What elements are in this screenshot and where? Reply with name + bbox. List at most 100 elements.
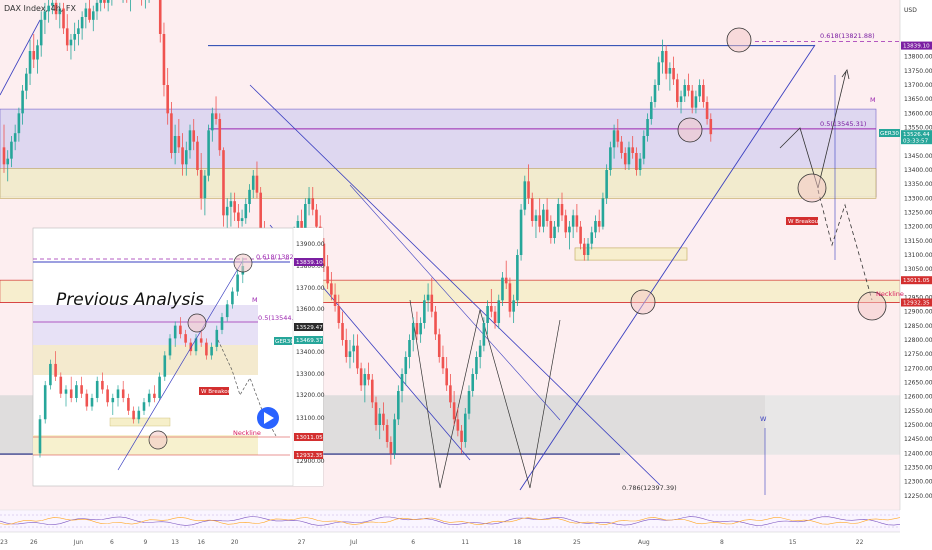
- candle-body: [456, 419, 460, 431]
- inset-candle-body: [111, 397, 115, 403]
- time-tick-label: 25: [573, 539, 581, 546]
- candle-body: [698, 85, 701, 97]
- price-tag: [901, 298, 932, 307]
- inset-candle-body: [49, 363, 52, 386]
- projection-up-path: [817, 71, 847, 189]
- candle-body: [452, 402, 456, 420]
- inset-breakout-label: W Breakout: [201, 389, 234, 395]
- candle-body: [694, 96, 698, 108]
- candle-body: [616, 130, 620, 142]
- candle-body: [211, 113, 214, 131]
- candle-body: [103, 0, 106, 3]
- price-tick-label: 13200.00: [904, 224, 932, 231]
- previous-analysis-inset: Previous Analysis 0.618(13821... 0.5(135…: [32, 227, 325, 487]
- candle-body: [73, 34, 76, 40]
- price-tick-label: 12550.00: [904, 408, 932, 415]
- candle-body: [553, 226, 556, 238]
- price-tick-label: 12650.00: [904, 380, 932, 387]
- candle-body: [47, 5, 50, 12]
- candle-body: [597, 221, 601, 227]
- inset-candle-body: [194, 338, 198, 352]
- indicator-pane: [0, 510, 900, 532]
- inset-price-tag: [294, 336, 323, 344]
- w-pattern-path: [409, 299, 561, 489]
- time-axis[interactable]: [0, 532, 932, 550]
- candle-body: [434, 311, 437, 335]
- inset-candle-body: [158, 376, 161, 398]
- candle-body: [545, 209, 549, 221]
- candle-body: [467, 391, 471, 414]
- time-axis-ticks: 23 26 Jun 6 9 13 16 20 27 Jul 6 11 18 25 Aug 8 15 22: [0, 539, 863, 546]
- candle-body: [560, 204, 564, 216]
- candle-body: [635, 153, 638, 170]
- fib786-label: 0.786(12397.39): [622, 484, 677, 492]
- inset-price-tag-label: 13529.47: [296, 325, 323, 331]
- inset-yellow-zone: [33, 345, 258, 375]
- time-tick-label: 16: [197, 539, 205, 546]
- candle-body: [426, 294, 430, 301]
- candle-body: [367, 374, 370, 380]
- candle-body: [77, 28, 80, 34]
- candle-body: [28, 51, 32, 74]
- candle-body: [341, 323, 344, 340]
- candle-body: [709, 119, 713, 135]
- ger30-tag: [879, 129, 900, 137]
- candle-body: [196, 141, 199, 170]
- candle-body: [382, 413, 385, 425]
- inset-neckline-label: Neckline: [233, 429, 261, 437]
- candle-body: [88, 8, 91, 20]
- inset-price-tick-label: 13200.00: [296, 392, 325, 399]
- inset-candle-body: [205, 342, 208, 356]
- candle-body: [661, 51, 664, 63]
- inset-price-tick-label: 13100.00: [296, 415, 325, 422]
- price-tick-label: 12750.00: [904, 351, 932, 358]
- inset-candle-body: [116, 389, 120, 398]
- inset-candle-body: [95, 380, 99, 398]
- candle-body: [653, 85, 657, 102]
- rising-trendline: [519, 44, 816, 491]
- candle-body: [58, 8, 62, 15]
- candle-body: [315, 209, 318, 227]
- price-axis[interactable]: [900, 0, 932, 550]
- candle-body: [65, 28, 69, 46]
- candle-body: [393, 419, 396, 454]
- candle-body: [356, 345, 359, 369]
- candle-body: [13, 133, 17, 142]
- price-tag-countdown: 03:33:57: [903, 139, 929, 145]
- candle-body: [449, 385, 452, 403]
- inset-candle-body: [127, 397, 130, 411]
- price-tick-label: 12900.00: [904, 309, 932, 316]
- inset-candle-body: [106, 389, 109, 403]
- inset-candle-body: [231, 291, 234, 305]
- candle-body: [80, 17, 84, 29]
- time-tick-label: Jun: [73, 539, 84, 546]
- candle-body: [192, 130, 196, 142]
- inset-candle-body: [236, 274, 239, 292]
- candle-body: [564, 215, 568, 233]
- candle-body: [62, 8, 65, 29]
- price-tag-label: 12932.35: [903, 301, 930, 307]
- candle-body: [359, 368, 363, 386]
- candle-body: [214, 113, 218, 119]
- candle-body: [705, 102, 709, 119]
- time-tick-label: 11: [461, 539, 469, 546]
- inset-price-tag: [294, 258, 323, 266]
- price-tick-label: 12950.00: [904, 295, 932, 302]
- candle-body: [683, 85, 687, 97]
- candle-body: [404, 357, 408, 374]
- indicator-line-1: [0, 516, 901, 526]
- candle-body: [184, 150, 188, 165]
- zone-mini-yellow: [574, 247, 688, 261]
- inset-price-tick-label: 13900.00: [296, 241, 325, 248]
- candle-body: [411, 323, 415, 340]
- candle-body: [181, 147, 184, 165]
- inset-candle-body: [142, 402, 146, 411]
- projection-up-arrowhead: [841, 69, 850, 80]
- inset-candle-body: [199, 338, 203, 343]
- price-tag: [901, 130, 932, 145]
- candle-body: [530, 198, 534, 221]
- candle-body: [590, 232, 594, 244]
- candle-body: [84, 8, 88, 17]
